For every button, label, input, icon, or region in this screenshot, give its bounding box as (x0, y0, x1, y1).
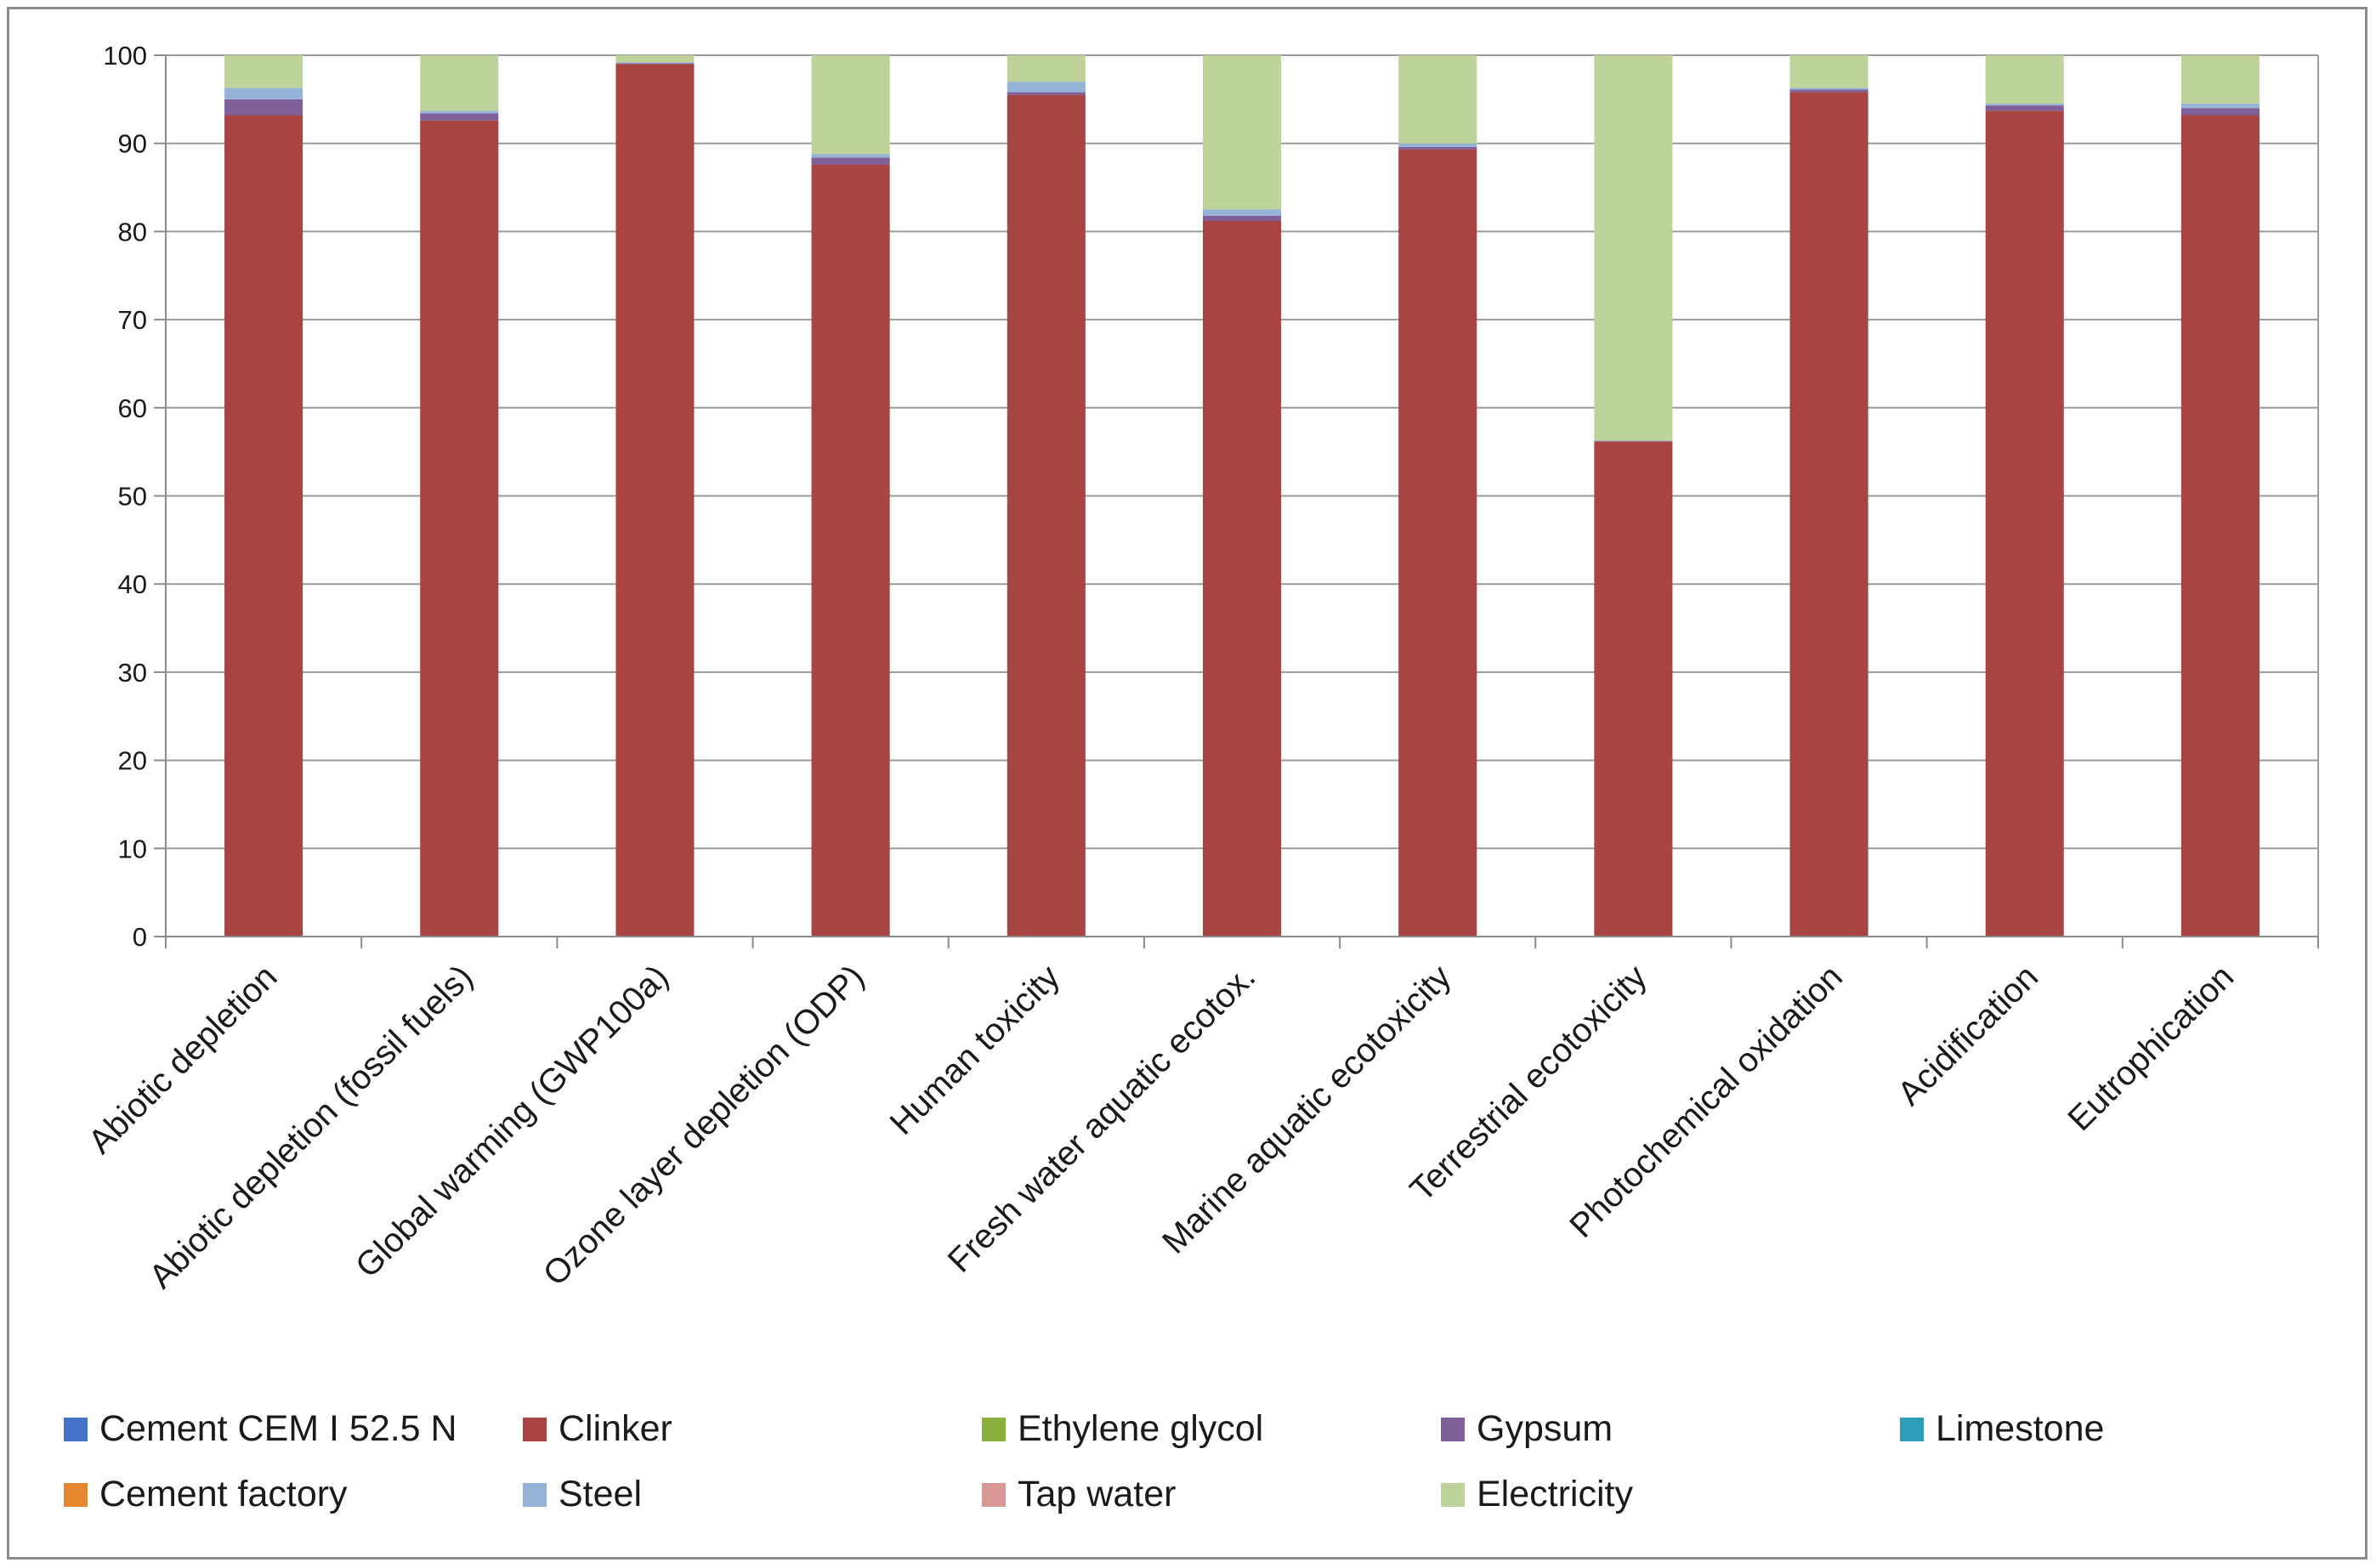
bar-segment-electricity (2180, 55, 2260, 105)
bar-segment-gypsum (224, 99, 303, 116)
bar-segment-steel (615, 62, 695, 64)
x-tick-label: Global warming (GWP100a) (349, 958, 676, 1285)
legend-label: Gypsum (1477, 1408, 1613, 1449)
y-tick-label: 80 (118, 217, 147, 246)
bar-segment-steel (1985, 104, 2064, 106)
bar-segment-steel (1007, 82, 1086, 93)
bar-segment-electricity (420, 55, 499, 111)
y-tick-label: 30 (118, 658, 147, 688)
y-tick-label: 10 (118, 834, 147, 863)
bar-segment-electricity (224, 55, 303, 88)
legend-item: Clinker (523, 1408, 672, 1450)
legend-item: Steel (523, 1474, 642, 1515)
bar-segment-clinker (1007, 94, 1086, 937)
legend-label: Limestone (1936, 1408, 2105, 1449)
bar-segment-electricity (1398, 55, 1477, 144)
x-tick-label: Abiotic depletion (fossil fuels) (142, 958, 479, 1295)
x-tick-label: Acidification (1891, 958, 2045, 1112)
bar-segment-electricity (811, 55, 890, 155)
bar-segment-steel (2180, 104, 2260, 109)
bar-segment-gypsum (1202, 215, 1282, 221)
legend-label: Steel (559, 1474, 643, 1514)
bar-segment-steel (420, 110, 499, 114)
legend-swatch (1441, 1482, 1465, 1507)
bar-segment-electricity (615, 55, 695, 63)
bar-segment-electricity (1202, 55, 1282, 210)
legend-label: Ethylene glycol (1018, 1408, 1264, 1449)
y-tick-label: 40 (118, 569, 147, 599)
bar-segment-gypsum (811, 157, 890, 165)
legend-item: Limestone (1900, 1408, 2104, 1450)
y-tick-label: 0 (133, 922, 147, 952)
y-tick-label: 100 (103, 41, 147, 71)
y-tick-label: 20 (118, 746, 147, 776)
bar-segment-electricity (1985, 55, 2064, 105)
legend-label: Cement factory (99, 1474, 348, 1514)
bar-segment-gypsum (615, 63, 695, 65)
legend-label: Electricity (1477, 1474, 1633, 1514)
bar-segment-clinker (1202, 220, 1282, 937)
bar-segment-clinker (2180, 115, 2260, 937)
x-tick-label: Human toxicity (883, 958, 1068, 1142)
legend-label: Cement CEM I 52.5 N (99, 1408, 457, 1449)
legend-swatch (64, 1482, 88, 1507)
bar-segment-steel (1202, 209, 1282, 216)
bar-segment-clinker (1789, 92, 1868, 937)
bar-segment-electricity (1594, 55, 1673, 441)
axes: 0 10 20 30 40 50 60 70 80 90 100 (103, 41, 2319, 952)
bar-segment-gypsum (1007, 92, 1086, 95)
bar-segment-gypsum (1985, 105, 2064, 111)
bar-segment-clinker (811, 164, 890, 937)
chart-frame (7, 7, 2367, 1560)
y-tick-label: 70 (118, 305, 147, 335)
legend-label: Clinker (559, 1408, 672, 1449)
bar-segment-steel (1398, 143, 1477, 147)
bar-segment-gypsum (1398, 146, 1477, 150)
bar-segment-steel (811, 154, 890, 158)
bar-segment-clinker (224, 115, 303, 937)
bar-segment-electricity (1007, 55, 1086, 82)
x-tick-label: Fresh water aquatic ecotox. (941, 958, 1263, 1280)
legend-swatch (523, 1482, 547, 1507)
x-tick-label: Ozone layer depletion (ODP) (536, 958, 871, 1293)
bar-segment-clinker (1398, 149, 1477, 937)
bar-segment-steel (1789, 88, 1868, 90)
bar-segment-clinker (420, 120, 499, 937)
legend-swatch (982, 1417, 1006, 1441)
legend-item: Tap water (982, 1474, 1176, 1515)
legend-item: Electricity (1441, 1474, 1633, 1515)
legend-item: Gypsum (1441, 1408, 1613, 1450)
legend-swatch (523, 1417, 547, 1441)
bars (224, 55, 2260, 937)
y-tick-label: 50 (118, 482, 147, 512)
legend-swatch (64, 1417, 88, 1441)
x-tick-label: Abiotic depletion (82, 958, 285, 1161)
bar-segment-clinker (615, 64, 695, 937)
bar-segment-steel (1594, 440, 1673, 442)
bar-segment-gypsum (420, 113, 499, 121)
legend-item: Ethylene glycol (982, 1408, 1263, 1450)
bar-segment-clinker (1985, 110, 2064, 937)
legend-item: Cement CEM I 52.5 N (64, 1408, 457, 1450)
y-tick-label: 90 (118, 129, 147, 159)
bar-segment-gypsum (2180, 108, 2260, 116)
bar-segment-gypsum (1789, 89, 1868, 93)
legend-item: Cement factory (64, 1474, 348, 1515)
bar-segment-electricity (1789, 55, 1868, 88)
x-tick-label: Eutrophication (2061, 958, 2241, 1138)
legend-swatch (1441, 1417, 1465, 1441)
legend-label: Tap water (1018, 1474, 1177, 1514)
bar-segment-clinker (1594, 441, 1673, 937)
legend-swatch (982, 1482, 1006, 1507)
legend-swatch (1900, 1417, 1924, 1441)
bar-segment-steel (224, 88, 303, 99)
y-tick-label: 60 (118, 393, 147, 423)
